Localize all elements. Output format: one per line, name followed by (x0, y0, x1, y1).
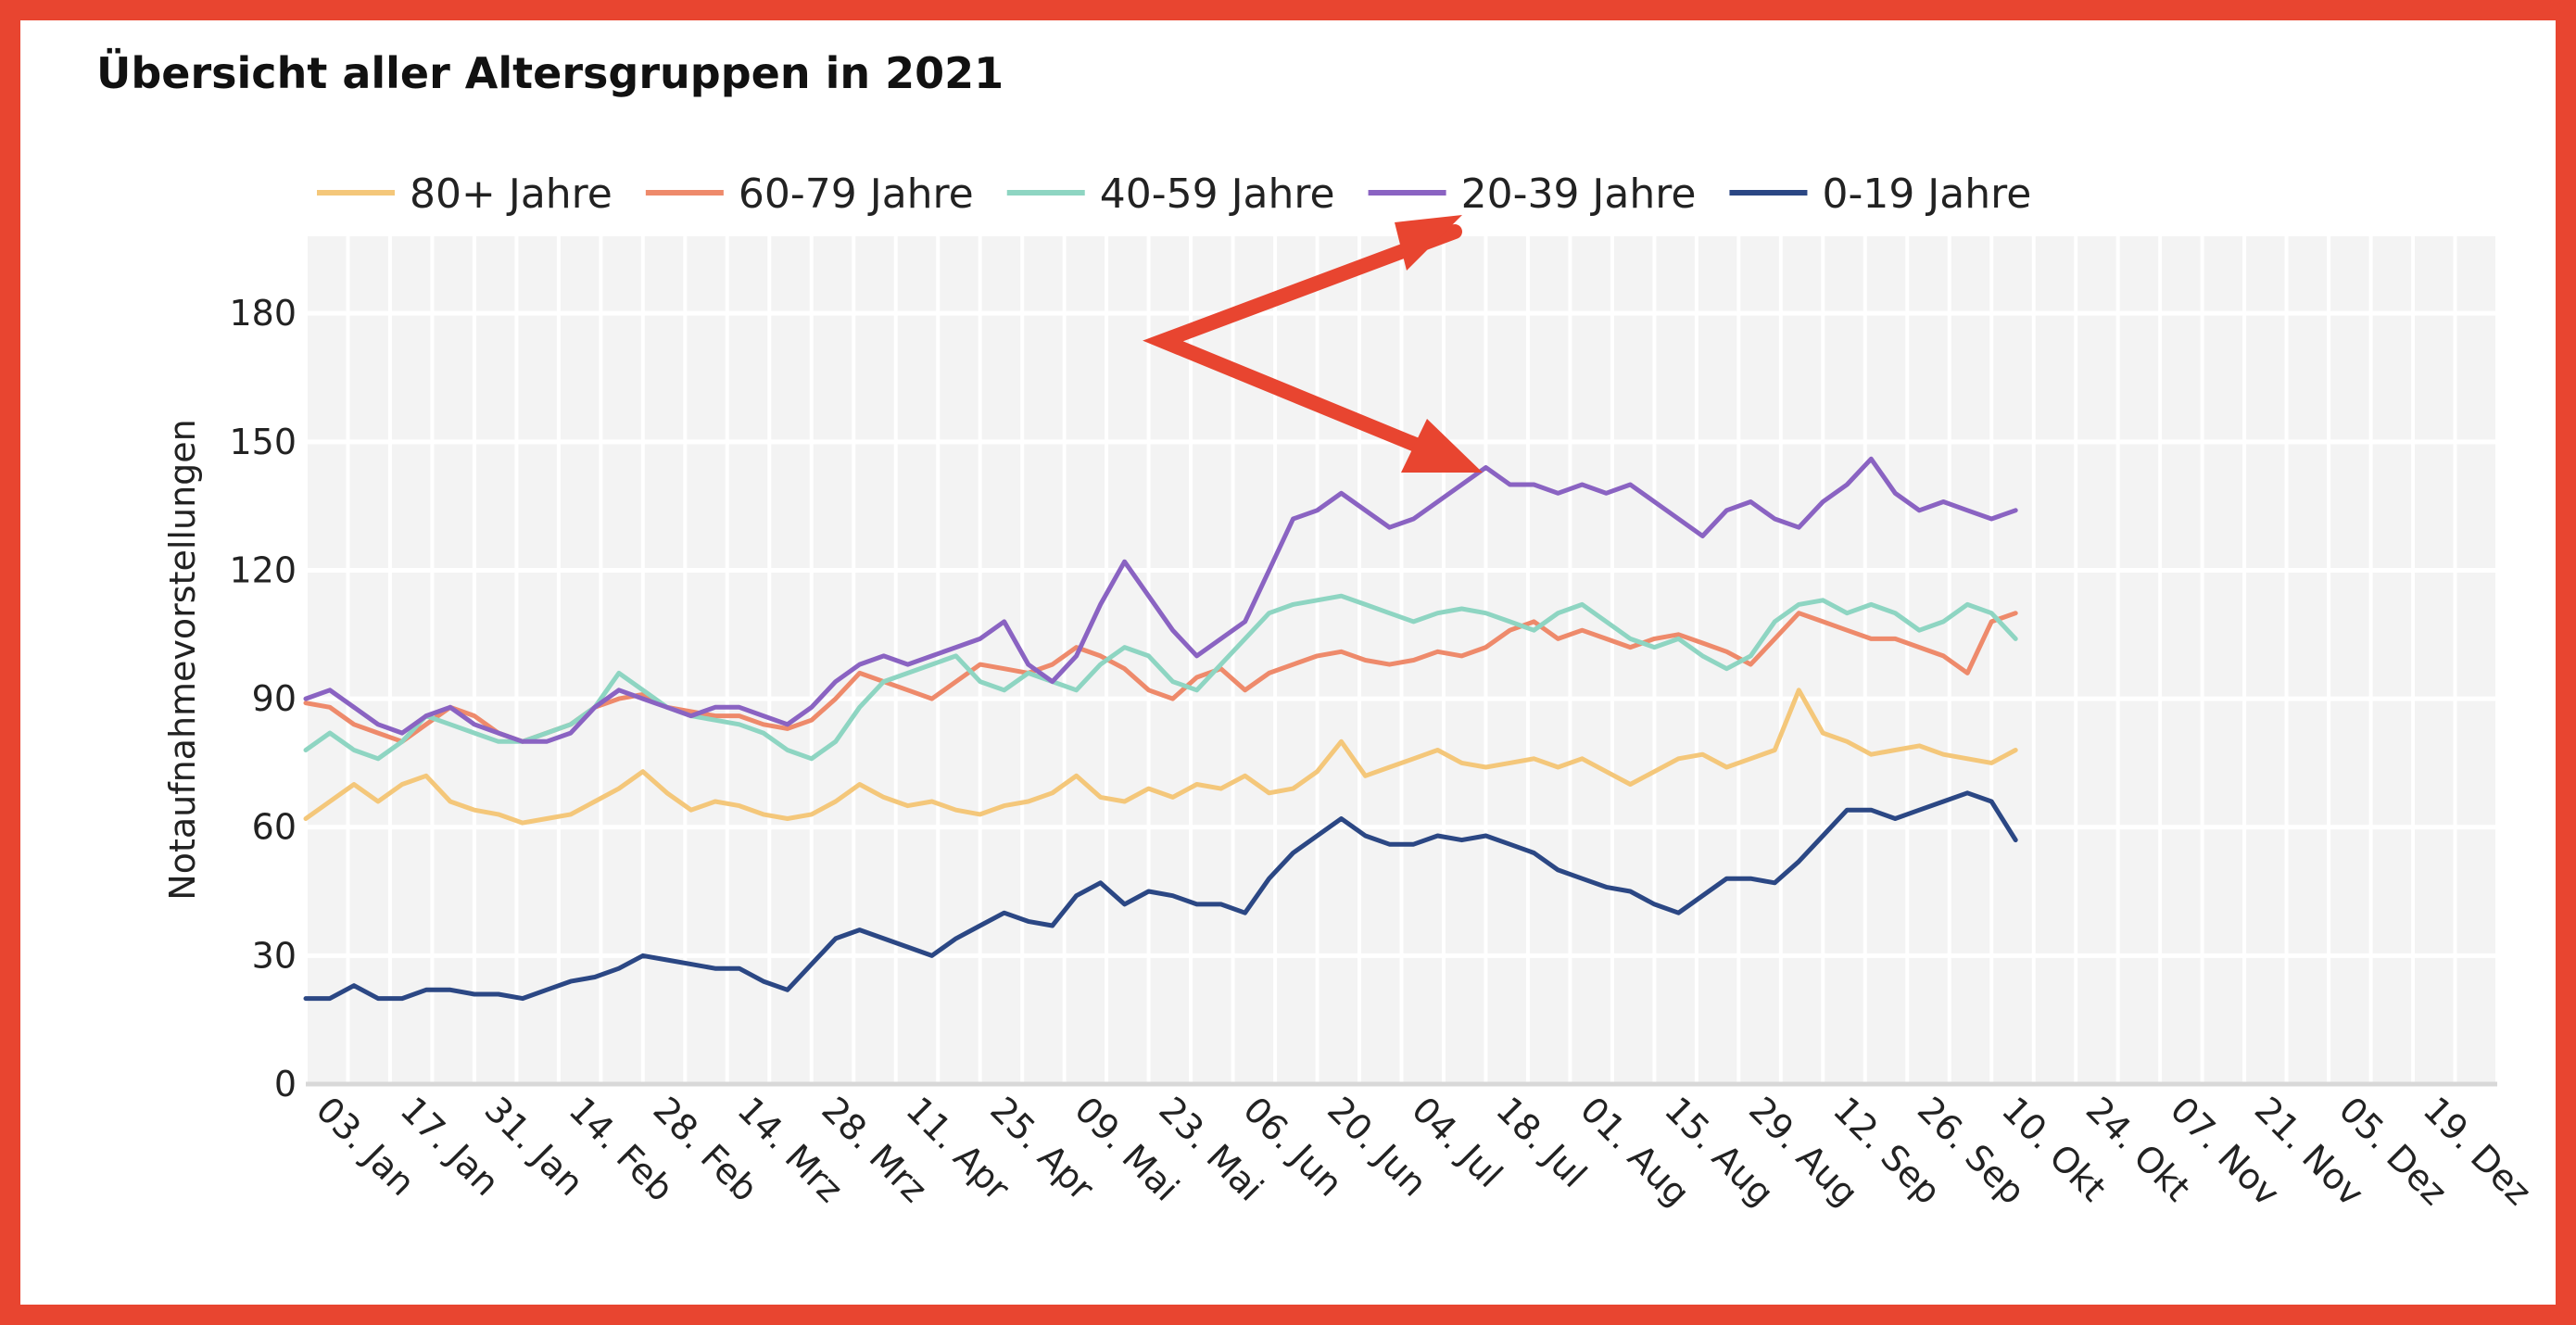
series-lines (303, 456, 2018, 1002)
arrow-head-upper (1395, 215, 1462, 271)
legend-label: 0-19 Jahre (1822, 170, 2031, 218)
legend: 80+ Jahre 60-79 Jahre 40-59 Jahre 20-39 Jah… (317, 170, 2031, 218)
series-line (303, 456, 2018, 744)
y-tick-label: 90 (252, 678, 297, 719)
legend-label: 60-79 Jahre (739, 170, 974, 218)
y-tick-label: 180 (229, 293, 297, 334)
y-tick-label: 60 (252, 807, 297, 848)
series-line (303, 790, 2018, 1002)
legend-label: 40-59 Jahre (1100, 170, 1335, 218)
legend-label: 80+ Jahre (410, 170, 612, 218)
y-axis: 0 30 60 90 120 150 180 (229, 293, 297, 1104)
series-line (303, 688, 2018, 826)
annotation-arrows (1143, 215, 1483, 473)
x-tick-label: 18. Jul (1488, 1089, 1595, 1195)
y-tick-label: 30 (252, 935, 297, 976)
annotation-arrow-lines (1143, 224, 1462, 457)
y-tick-label: 120 (229, 549, 297, 590)
chart-title: Übersicht aller Altersgruppen in 2021 (96, 48, 1004, 98)
arrow-head-lower (1401, 419, 1483, 473)
y-axis-title: Notaufnahmevorstellungen (162, 419, 203, 900)
y-tick-label: 0 (274, 1064, 297, 1104)
y-tick-label: 150 (229, 422, 297, 462)
legend-label: 20-39 Jahre (1461, 170, 1697, 218)
